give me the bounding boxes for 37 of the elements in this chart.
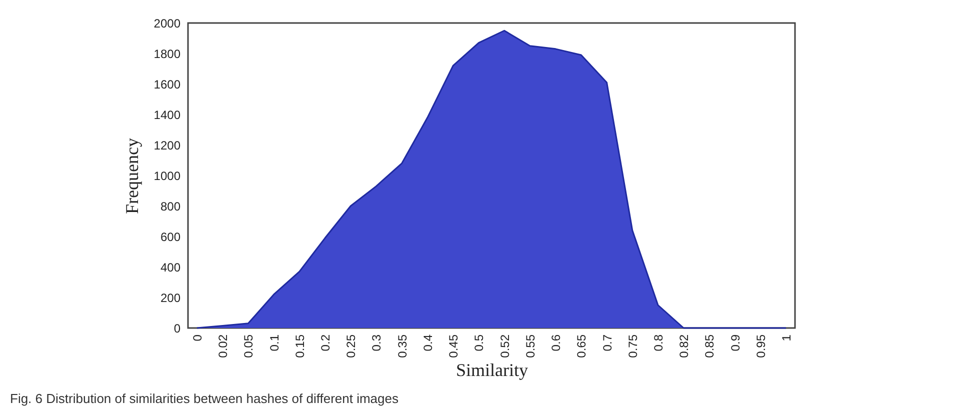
x-tick-label: 0.35	[395, 334, 410, 358]
y-tick-label: 200	[160, 291, 181, 305]
y-tick-label: 1600	[154, 78, 181, 92]
x-tick-label: 0.25	[344, 334, 358, 358]
x-tick-label: 0.2	[318, 334, 333, 352]
x-tick-label: 0.05	[242, 334, 256, 358]
x-tick-label: 0.85	[702, 334, 717, 358]
y-tick-label: 1200	[154, 138, 181, 152]
y-tick-label: 2000	[154, 16, 181, 30]
x-tick-label: 0.95	[754, 334, 768, 358]
x-tick-label: 0	[190, 334, 204, 342]
x-axis-title: Similarity	[456, 360, 528, 380]
x-tick-label: 0.15	[292, 334, 307, 358]
x-tick-label: 1	[780, 334, 794, 342]
y-tick-label: 400	[160, 260, 181, 274]
x-tick-label: 0.65	[574, 334, 589, 358]
y-axis-title: Frequency	[122, 138, 142, 214]
x-tick-label: 0.8	[651, 334, 666, 352]
x-tick-label: 0.1	[267, 334, 282, 352]
caption: Fig. 6 Distribution of similarities between hashes of different images	[10, 391, 399, 406]
x-tick-label: 0.02	[216, 334, 230, 358]
y-tick-label: 1000	[154, 169, 181, 183]
x-tick-label: 0.3	[370, 334, 384, 352]
x-tick-label: 0.4	[420, 334, 435, 352]
x-tick-label: 0.7	[600, 334, 614, 352]
y-tick-label: 800	[160, 200, 181, 214]
x-tick-label: 0.9	[728, 334, 742, 352]
x-tick-label: 0.45	[446, 334, 461, 358]
y-tick-label: 1800	[154, 47, 181, 61]
x-tick-label: 0.6	[549, 334, 564, 352]
x-tick-label: 0.52	[498, 334, 512, 358]
x-tick-label: 0.55	[523, 334, 538, 358]
y-tick-label: 1400	[154, 108, 181, 122]
x-tick-label: 0.5	[472, 334, 486, 352]
x-tick-label: 0.75	[626, 334, 640, 358]
y-tick-label: 600	[160, 230, 181, 244]
x-tick-label: 0.82	[677, 334, 692, 358]
